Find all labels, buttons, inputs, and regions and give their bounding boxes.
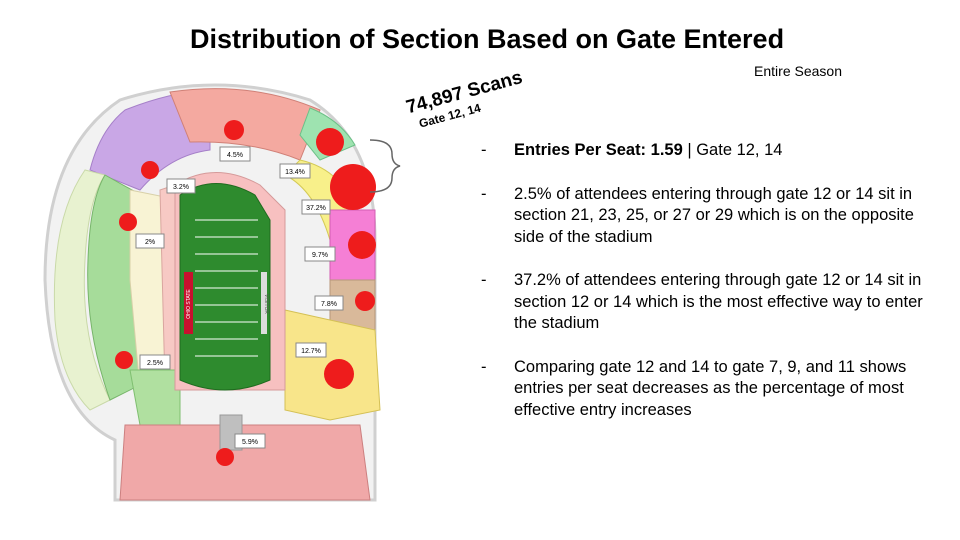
svg-text:12.7%: 12.7% bbox=[301, 348, 321, 355]
page-subtitle: Entire Season bbox=[754, 63, 842, 79]
section-label-lower-left: 2.5% bbox=[139, 354, 171, 370]
marker-right-bottom bbox=[324, 359, 354, 389]
section-label-bottom: 5.9% bbox=[234, 433, 266, 449]
svg-text:9.7%: 9.7% bbox=[312, 252, 328, 259]
stadium-map: OHIO STATE VISITOR 4.5% 13.4% 3.2% 37.2%… bbox=[43, 83, 381, 502]
bullet-item: - 37.2% of attendees entering through ga… bbox=[481, 270, 926, 335]
section-label-right-1: 37.2% bbox=[301, 199, 331, 215]
marker-bottom bbox=[216, 448, 234, 466]
section-label-left: 2% bbox=[135, 233, 165, 249]
field-end-left: OHIO STATE bbox=[186, 289, 192, 319]
bullet-item: - Entries Per Seat: 1.59 | Gate 12, 14 bbox=[481, 140, 926, 162]
scan-count-label: 74,897 Scans Gate 12, 14 bbox=[404, 67, 529, 133]
svg-text:2%: 2% bbox=[145, 239, 155, 246]
bullet-item: - 2.5% of attendees entering through gat… bbox=[481, 184, 926, 249]
marker-top-right bbox=[316, 128, 344, 156]
bullet-dash: - bbox=[481, 357, 487, 376]
svg-text:4.5%: 4.5% bbox=[227, 152, 243, 159]
bullet-text: | Gate 12, 14 bbox=[682, 141, 783, 159]
section-label-upper-left: 3.2% bbox=[166, 178, 196, 194]
section-label-right-4: 12.7% bbox=[295, 342, 327, 358]
bullet-dash: - bbox=[481, 271, 487, 289]
bullet-dash: - bbox=[481, 184, 487, 203]
bullet-text: 2.5% of attendees entering through gate … bbox=[514, 184, 914, 246]
marker-lower-left bbox=[115, 351, 133, 369]
bullet-dash: - bbox=[481, 141, 487, 159]
svg-text:5.9%: 5.9% bbox=[242, 439, 258, 446]
section-label-top-right: 13.4% bbox=[279, 163, 311, 179]
page-title: Distribution of Section Based on Gate En… bbox=[190, 24, 785, 54]
section-label-right-3: 7.8% bbox=[314, 295, 344, 311]
bullet-text: Comparing gate 12 and 14 to gate 7, 9, a… bbox=[514, 357, 907, 419]
bullet-bold-text: Entries Per Seat: 1.59 bbox=[514, 141, 683, 159]
svg-text:2.5%: 2.5% bbox=[147, 360, 163, 367]
bullet-text: 37.2% of attendees entering through gate… bbox=[514, 271, 923, 332]
svg-text:37.2%: 37.2% bbox=[306, 205, 326, 212]
section-label-right-2: 9.7% bbox=[304, 246, 336, 262]
field-end-right: VISITOR bbox=[263, 294, 269, 314]
section-label-top: 4.5% bbox=[219, 146, 251, 162]
svg-text:3.2%: 3.2% bbox=[173, 184, 189, 191]
marker-right-mid bbox=[348, 231, 376, 259]
marker-left bbox=[119, 213, 137, 231]
bullet-item: - Comparing gate 12 and 14 to gate 7, 9,… bbox=[481, 357, 926, 422]
marker-right-lower bbox=[355, 291, 375, 311]
marker-top bbox=[224, 120, 244, 140]
marker-right-large bbox=[330, 164, 376, 210]
bullet-list: - Entries Per Seat: 1.59 | Gate 12, 14 -… bbox=[481, 140, 926, 443]
svg-text:7.8%: 7.8% bbox=[321, 301, 337, 308]
marker-upper-left bbox=[141, 161, 159, 179]
brace-connector bbox=[369, 139, 401, 193]
svg-text:13.4%: 13.4% bbox=[285, 169, 305, 176]
